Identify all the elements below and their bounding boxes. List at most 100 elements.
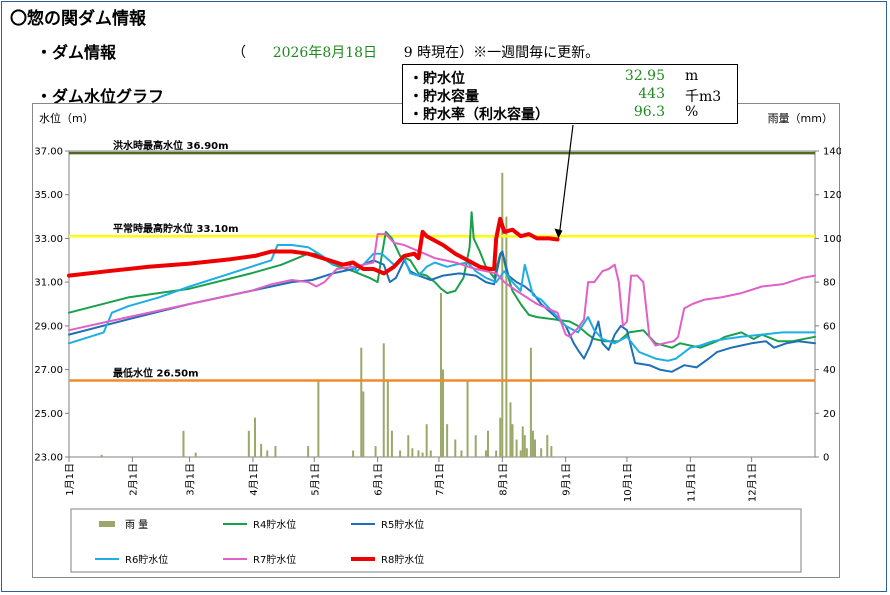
legend-swatch-rainfall (99, 521, 115, 527)
rainfall-bar (499, 417, 502, 457)
series-line (68, 211, 816, 349)
rainfall-bar (360, 347, 363, 457)
y-tick-label-left: 37.00 (34, 147, 63, 158)
rainfall-bar (307, 446, 310, 457)
x-tick-label: 12月1日 (747, 463, 759, 502)
y-axis-title-right: 雨量（mm） (768, 112, 833, 125)
legend-label: 雨 量 (125, 519, 148, 531)
storage-level-label: ・貯水位 (409, 71, 465, 87)
rainfall-bar (454, 439, 457, 457)
rainfall-bar (399, 450, 402, 457)
rainfall-bar (411, 448, 414, 457)
rainfall-bar (260, 443, 263, 457)
legend-label: R5貯水位 (381, 518, 424, 531)
rainfall-bar (505, 216, 508, 457)
rainfall-bar (515, 439, 518, 457)
x-tick-label: 9月1日 (561, 463, 573, 496)
rainfall-bar (253, 417, 256, 457)
storage-volume-label: ・貯水容量 (409, 89, 479, 105)
rainfall-bar (484, 450, 487, 457)
callout-line (558, 124, 574, 234)
rainfall-bar (382, 343, 385, 457)
y-tick-label-left: 35.00 (34, 190, 63, 201)
x-tick-label: 3月1日 (185, 463, 197, 496)
rainfall-bar (546, 435, 549, 457)
update-time-note: 9 時現在）※一週間毎に更新。 (403, 45, 600, 61)
x-tick-label: 8月1日 (497, 463, 509, 496)
y-tick-label-right: 0 (823, 453, 829, 464)
x-tick-label: 4月1日 (248, 463, 260, 496)
reference-line-label: 平常時最高貯水位 33.10m (113, 222, 239, 235)
rainfall-bar (362, 391, 365, 457)
y-tick-label-right: 120 (823, 190, 841, 201)
rainfall-bar (374, 446, 377, 457)
rainfall-bar (417, 450, 420, 457)
rainfall-bar (266, 450, 269, 457)
x-tick-label: 10月1日 (622, 463, 634, 502)
reference-line-label: 洪水時最高水位 36.90m (113, 139, 229, 152)
x-tick-label: 2月1日 (127, 463, 139, 496)
reference-line-label: 最低水位 26.50m (113, 367, 199, 380)
update-date: 2026年8月18日 (272, 45, 378, 61)
y-tick-label-right: 20 (823, 409, 836, 420)
y-tick-label-right: 60 (823, 321, 836, 332)
rainfall-bar (446, 424, 449, 457)
rainfall-bar (274, 446, 277, 457)
rainfall-bar (509, 402, 512, 457)
rainfall-bar (100, 454, 103, 457)
y-tick-label-left: 23.00 (34, 453, 63, 464)
legend-label: R4貯水位 (253, 518, 296, 531)
rainfall-bar (317, 380, 320, 457)
rainfall-bar (352, 450, 355, 457)
rainfall-bar (425, 424, 428, 457)
rainfall-bar (531, 430, 534, 457)
y-tick-label-left: 29.00 (34, 321, 63, 332)
y-tick-label-left: 27.00 (34, 365, 63, 376)
legend-label: R8貯水位 (381, 553, 424, 566)
rainfall-bar (429, 450, 432, 457)
callout-arrowhead (554, 228, 563, 239)
legend-box (70, 508, 802, 573)
rainfall-bar (521, 426, 524, 457)
y-tick-label-right: 80 (823, 278, 836, 289)
series-line (68, 233, 816, 347)
rainfall-bar (495, 450, 498, 457)
x-tick-label: 7月1日 (434, 463, 446, 496)
y-tick-label-right: 100 (823, 234, 841, 245)
rainfall-bar (386, 380, 389, 457)
x-tick-label: 11月1日 (685, 463, 697, 502)
series-line (67, 216, 560, 278)
rainfall-bar (460, 450, 463, 457)
y-tick-label-right: 140 (823, 147, 841, 158)
rainfall-bar (442, 369, 445, 457)
rainfall-bar (486, 430, 489, 457)
rainfall-bar (550, 446, 553, 457)
y-axis-title-left: 水位（m） (39, 111, 94, 125)
rainfall-bar (511, 424, 514, 457)
legend: 雨 量 R4貯水位 R5貯水位 R6貯水位 R7貯水位 R8貯水位 (70, 508, 802, 573)
rainfall-bar (439, 293, 442, 457)
current-status-box: ・貯水位 32.95 m ・貯水容量 443 千m3 ・貯水率（利水容量） 96… (402, 64, 738, 124)
open-paren: （ (232, 45, 246, 61)
rainfall-bar (182, 430, 185, 457)
plot-area (68, 150, 816, 458)
series-line (68, 244, 816, 362)
graph-heading: ・ダム水位グラフ (36, 87, 165, 106)
rainfall-bar (533, 439, 536, 457)
x-tick-label: 1月1日 (64, 463, 76, 496)
rainfall-bar (519, 450, 522, 457)
storage-level-unit: m (685, 68, 699, 84)
x-tick-label: 6月1日 (373, 463, 385, 496)
rainfall-bar (529, 347, 532, 457)
storage-rate-label: ・貯水率（利水容量） (409, 107, 549, 123)
page-title: 〇惣の関ダム情報 (10, 9, 146, 29)
storage-rate-unit: % (685, 104, 699, 120)
y-tick-label-left: 25.00 (34, 409, 63, 420)
rainfall-bar (501, 172, 504, 457)
y-tick-label-left: 33.00 (34, 234, 63, 245)
rainfall-bar (407, 435, 410, 457)
storage-volume-value: 443 (638, 86, 665, 102)
dam-info-heading: ・ダム情報 (36, 43, 117, 62)
rainfall-bar (194, 452, 197, 457)
storage-volume-unit: 千m3 (685, 89, 722, 105)
